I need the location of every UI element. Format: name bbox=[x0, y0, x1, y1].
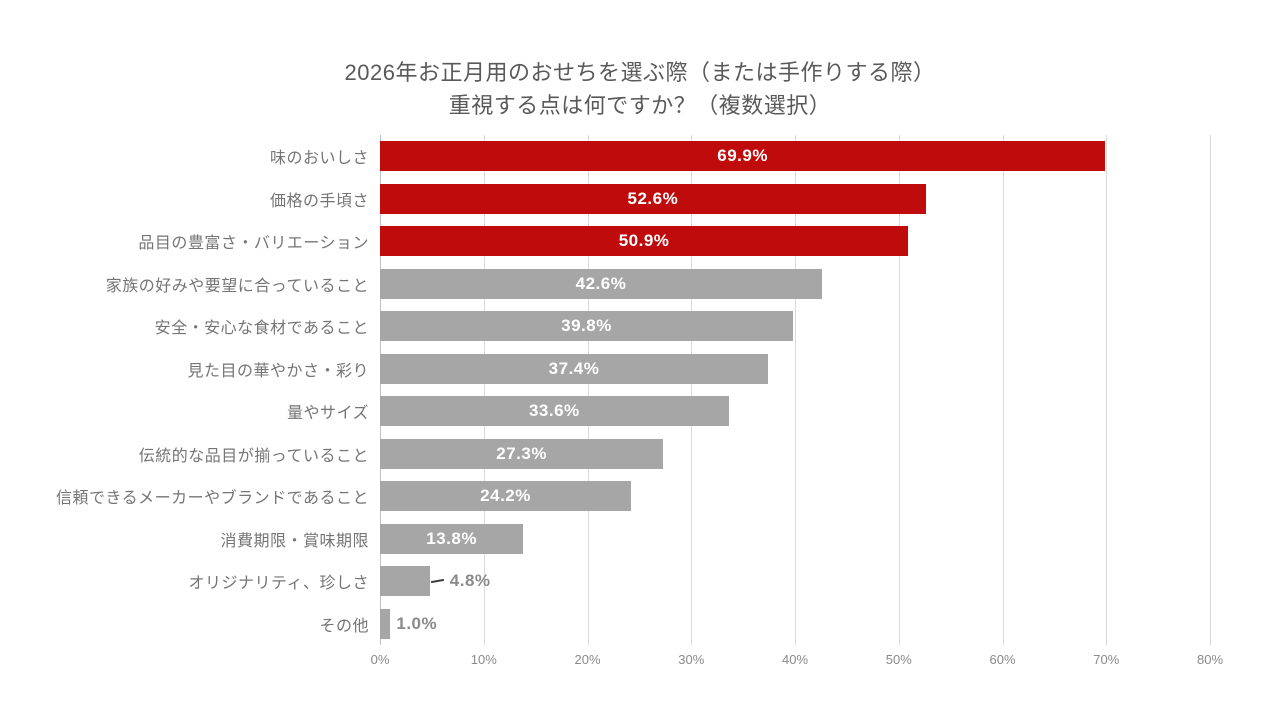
x-tick-label: 50% bbox=[885, 652, 912, 667]
value-label: 24.2% bbox=[480, 486, 531, 506]
bar-row: 家族の好みや要望に合っていること 42.6% bbox=[106, 263, 1210, 306]
category-label: 味のおいしさ bbox=[269, 150, 369, 168]
chart-title: 2026年お正月用のおせちを選ぶ際（または手作りする際） 重視する点は何ですか？… bbox=[0, 56, 1280, 122]
bar bbox=[380, 566, 430, 597]
y-axis-line bbox=[380, 135, 381, 645]
chart-title-line1: 2026年お正月用のおせちを選ぶ際（または手作りする際） bbox=[344, 60, 936, 85]
x-tick-label: 80% bbox=[1196, 652, 1224, 667]
bar-row: 信頼できるメーカーやブランドであること 24.2% bbox=[56, 475, 1210, 518]
category-label: オリジナリティ、珍しさ bbox=[188, 575, 369, 593]
value-label: 27.3% bbox=[496, 443, 547, 463]
x-tick-label: 60% bbox=[989, 652, 1016, 667]
bar: 42.6% bbox=[380, 268, 822, 299]
bar: 27.3% bbox=[380, 438, 664, 469]
plot-area: 味のおいしさ 69.9% 価格の手頃さ 52.6% 品目の豊富さ・バリエーション 50.9… bbox=[56, 135, 1223, 667]
bar-row: 伝統的な品目が揃っていること 27.3% bbox=[139, 433, 1210, 476]
bar-row: 味のおいしさ 69.9% bbox=[270, 135, 1210, 178]
bar-row: 品目の豊富さ・バリエーション 50.9% bbox=[138, 220, 1210, 263]
gridline bbox=[1002, 135, 1004, 645]
gridline bbox=[691, 135, 693, 645]
bar-row: 価格の手頃さ 52.6% bbox=[270, 178, 1210, 221]
category-label: 安全・安心な食材であること bbox=[154, 320, 369, 338]
bar-row: オリジナリティ、珍しさ 4.8% bbox=[188, 560, 1210, 603]
bar-row: 量やサイズ 33.6% bbox=[287, 390, 1210, 433]
bar: 13.8% bbox=[380, 523, 524, 554]
bar-rows: 味のおいしさ 69.9% 価格の手頃さ 52.6% 品目の豊富さ・バリエーション 50.9… bbox=[56, 135, 1210, 646]
gridline bbox=[1106, 135, 1108, 645]
leader-line bbox=[430, 579, 444, 584]
bar-row: 安全・安心な食材であること 39.8% bbox=[155, 305, 1210, 348]
bar-row: 見た目の華やかさ・彩り 37.4% bbox=[187, 348, 1210, 391]
gridline bbox=[587, 135, 589, 645]
bar: 52.6% bbox=[380, 183, 926, 214]
value-label: 1.0% bbox=[396, 613, 438, 633]
x-tick-label: 40% bbox=[781, 652, 809, 667]
bar: 69.9% bbox=[380, 141, 1106, 172]
x-axis: 0% 10% 20% 30% 40% 50% 60% 70% 80% bbox=[371, 652, 1223, 674]
chart-title-line2: 重視する点は何ですか？（複数選択） bbox=[448, 93, 832, 118]
bar: 39.8% bbox=[380, 311, 793, 342]
bar: 33.6% bbox=[380, 396, 729, 427]
x-tick-label: 10% bbox=[470, 652, 497, 667]
category-label: 量やサイズ bbox=[286, 405, 369, 423]
value-label: 33.6% bbox=[528, 401, 580, 421]
value-label: 42.6% bbox=[575, 273, 627, 293]
category-label: 伝統的な品目が揃っていること bbox=[138, 447, 369, 465]
value-label: 52.6% bbox=[627, 188, 679, 208]
gridline bbox=[898, 135, 900, 645]
value-label: 69.9% bbox=[717, 146, 768, 166]
value-label: 4.8% bbox=[449, 571, 491, 591]
bar: 37.4% bbox=[380, 353, 769, 384]
gridline bbox=[483, 135, 485, 645]
x-tick-label: 70% bbox=[1093, 652, 1120, 667]
category-label: 価格の手頃さ bbox=[269, 192, 369, 210]
category-label: その他 bbox=[319, 617, 369, 635]
bar-row: その他 1.0% bbox=[319, 603, 1210, 646]
bar-row: 消費期限・賞味期限 13.8% bbox=[220, 518, 1210, 561]
x-tick-label: 0% bbox=[370, 652, 390, 667]
x-tick-label: 30% bbox=[678, 652, 705, 667]
category-label: 信頼できるメーカーやブランドであること bbox=[55, 490, 369, 508]
value-label: 50.9% bbox=[618, 231, 670, 251]
gridline bbox=[1210, 135, 1211, 645]
category-label: 家族の好みや要望に合っていること bbox=[105, 277, 369, 295]
value-label: 39.8% bbox=[561, 316, 612, 336]
x-tick-label: 20% bbox=[574, 652, 601, 667]
category-label: 見た目の華やかさ・彩り bbox=[187, 362, 369, 380]
gridline bbox=[795, 135, 796, 645]
bar: 24.2% bbox=[380, 481, 632, 512]
bar bbox=[380, 608, 391, 639]
category-label: 消費期限・賞味期限 bbox=[220, 532, 369, 550]
value-label: 13.8% bbox=[426, 528, 477, 548]
bar: 50.9% bbox=[380, 226, 909, 257]
category-label: 品目の豊富さ・バリエーション bbox=[138, 235, 369, 253]
value-label: 37.4% bbox=[548, 358, 600, 378]
